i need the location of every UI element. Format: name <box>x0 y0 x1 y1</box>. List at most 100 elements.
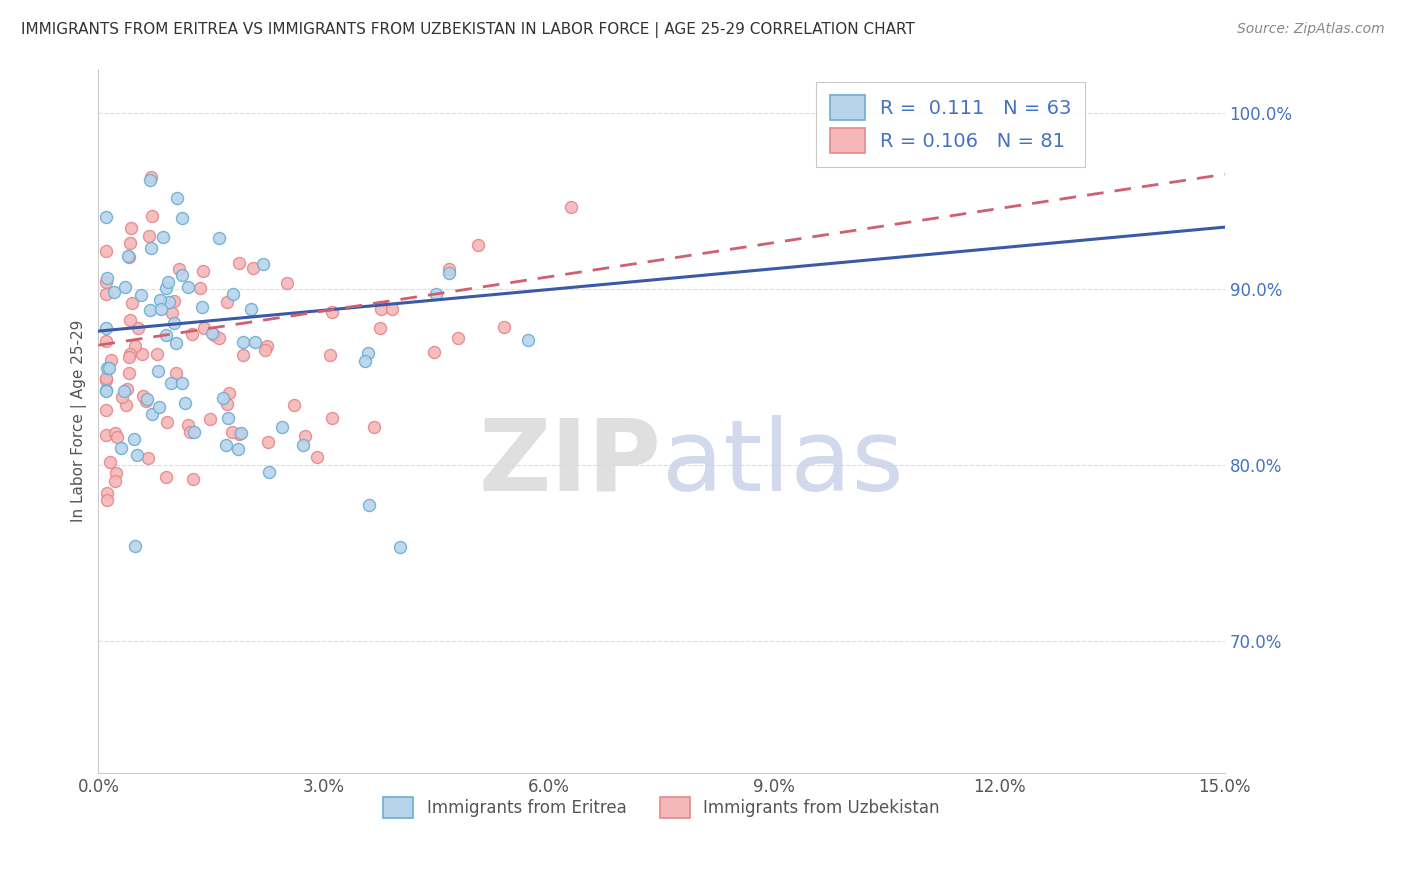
Point <box>388 540 411 554</box>
Point <box>228 427 250 442</box>
Point <box>148 364 170 378</box>
Point <box>191 264 214 278</box>
Point <box>177 280 200 294</box>
Point <box>100 353 122 368</box>
Point <box>170 211 193 225</box>
Point <box>110 441 132 455</box>
Point <box>125 448 148 462</box>
Point <box>124 539 146 553</box>
Point <box>165 336 187 351</box>
Point <box>560 200 582 214</box>
Point <box>94 287 117 301</box>
Point <box>96 360 118 375</box>
Point <box>117 382 139 396</box>
Point <box>370 301 392 316</box>
Point <box>467 238 489 252</box>
Legend: Immigrants from Eritrea, Immigrants from Uzbekistan: Immigrants from Eritrea, Immigrants from… <box>377 790 946 825</box>
Point <box>120 312 142 326</box>
Point <box>96 403 118 417</box>
Point <box>363 419 385 434</box>
Point <box>111 390 134 404</box>
Point <box>94 371 117 385</box>
Point <box>141 209 163 223</box>
Point <box>208 331 231 345</box>
Point <box>155 328 177 343</box>
Point <box>354 354 377 368</box>
Point <box>437 262 460 277</box>
Point <box>124 339 146 353</box>
Point <box>190 301 212 315</box>
Point <box>120 221 142 235</box>
Text: IMMIGRANTS FROM ERITREA VS IMMIGRANTS FROM UZBEKISTAN IN LABOR FORCE | AGE 25-29: IMMIGRANTS FROM ERITREA VS IMMIGRANTS FR… <box>21 22 915 38</box>
Point <box>103 285 125 300</box>
Point <box>181 472 204 486</box>
Point <box>121 296 143 310</box>
Point <box>492 319 515 334</box>
Point <box>127 320 149 334</box>
Point <box>292 438 315 452</box>
Point <box>188 281 211 295</box>
Point <box>156 275 179 289</box>
Point <box>149 293 172 308</box>
Point <box>254 343 277 357</box>
Point <box>104 425 127 440</box>
Text: ZIP: ZIP <box>478 415 662 512</box>
Point <box>112 384 135 398</box>
Point <box>239 302 262 317</box>
Point <box>139 170 162 185</box>
Point <box>94 384 117 399</box>
Point <box>170 268 193 282</box>
Text: Source: ZipAtlas.com: Source: ZipAtlas.com <box>1237 22 1385 37</box>
Point <box>94 275 117 289</box>
Point <box>243 335 266 350</box>
Point <box>256 435 278 450</box>
Text: atlas: atlas <box>662 415 903 512</box>
Point <box>381 302 404 317</box>
Point <box>294 429 316 443</box>
Point <box>136 451 159 466</box>
Point <box>163 316 186 330</box>
Point <box>221 286 243 301</box>
Point <box>136 392 159 406</box>
Point <box>138 228 160 243</box>
Point <box>368 321 391 335</box>
Point <box>138 173 160 187</box>
Point <box>437 266 460 280</box>
Point <box>221 425 243 439</box>
Point <box>96 493 118 508</box>
Point <box>208 231 231 245</box>
Point <box>179 425 201 439</box>
Point <box>135 393 157 408</box>
Point <box>177 417 200 432</box>
Point <box>232 334 254 349</box>
Point <box>115 398 138 412</box>
Point <box>94 427 117 442</box>
Point <box>517 333 540 347</box>
Point <box>152 230 174 244</box>
Point <box>215 295 238 310</box>
Point <box>357 498 380 512</box>
Point <box>120 236 142 251</box>
Point <box>96 486 118 500</box>
Point <box>270 420 292 434</box>
Point <box>215 397 238 411</box>
Point <box>423 344 446 359</box>
Point <box>202 328 225 343</box>
Point <box>357 346 380 360</box>
Point <box>118 350 141 364</box>
Point <box>447 331 470 345</box>
Point <box>94 210 117 224</box>
Point <box>94 383 117 397</box>
Point <box>256 339 278 353</box>
Point <box>200 412 222 426</box>
Point <box>148 400 170 414</box>
Point <box>118 366 141 380</box>
Point <box>242 260 264 275</box>
Point <box>217 410 239 425</box>
Point <box>114 280 136 294</box>
Point <box>131 389 153 403</box>
Point <box>163 294 186 309</box>
Point <box>160 376 183 390</box>
Point <box>228 256 250 270</box>
Point <box>139 241 162 255</box>
